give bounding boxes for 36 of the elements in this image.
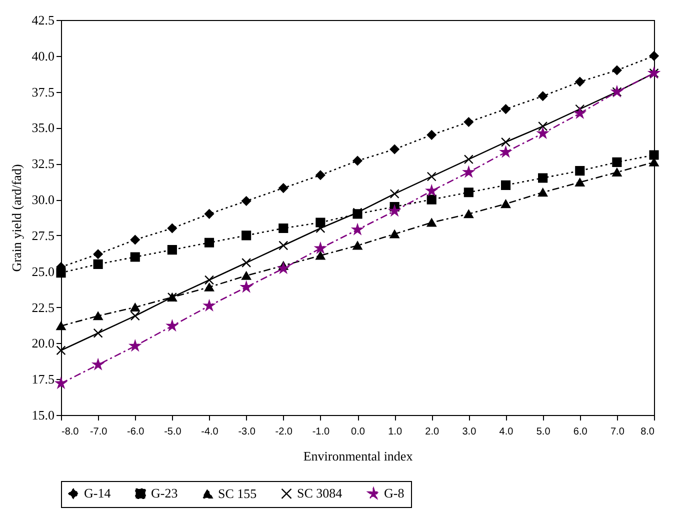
x-tick-label: 4.0 xyxy=(499,426,514,438)
x-tick-label: -8.0 xyxy=(62,426,80,438)
x-tick-label: 6.0 xyxy=(573,426,588,438)
y-tick-label: 40.0 xyxy=(32,48,54,64)
x-tick-label: -2.0 xyxy=(275,426,293,438)
y-tick-label: 22.5 xyxy=(32,300,54,315)
y-tick-label: 15.0 xyxy=(32,408,54,422)
x-tick-label: 3.0 xyxy=(462,426,477,438)
x-tick-label: 5.0 xyxy=(536,426,551,438)
legend-label: G-23 xyxy=(151,486,178,501)
y-tick-label: 20.0 xyxy=(32,336,54,351)
x-tick-label: -5.0 xyxy=(164,426,182,438)
y-tick-label: 37.5 xyxy=(32,84,54,100)
x-tick-label: -3.0 xyxy=(238,426,256,438)
y-tick-label: 30.0 xyxy=(32,192,54,208)
x-tick-label: -7.0 xyxy=(90,426,108,438)
x-tick-label: -4.0 xyxy=(201,426,219,438)
y-tick-label: 35.0 xyxy=(32,120,54,136)
x-tick-label: 8.0 xyxy=(640,426,655,438)
x-tick-label: 1.0 xyxy=(388,426,402,438)
y-tick-label: 25.0 xyxy=(32,264,54,279)
legend-label: G-8 xyxy=(384,486,404,501)
y-tick-label: 17.5 xyxy=(32,372,54,387)
x-tick-label: 7.0 xyxy=(610,426,625,438)
legend-label: SC 3084 xyxy=(297,486,343,501)
y-axis-title: Grain yield (ard/fad) xyxy=(8,164,24,272)
legend-label: G-14 xyxy=(84,486,112,501)
y-tick-label: 27.5 xyxy=(32,228,54,243)
x-tick-label: -6.0 xyxy=(127,426,145,438)
x-tick-label: -1.0 xyxy=(312,426,330,438)
y-tick-label: 32.5 xyxy=(32,156,54,172)
x-axis-title: Environmental index xyxy=(303,448,414,464)
x-tick-label: 2.0 xyxy=(425,426,440,438)
legend-label: SC 155 xyxy=(218,486,257,501)
y-tick-label: 42.5 xyxy=(32,12,54,28)
x-tick-label: 0.0 xyxy=(351,426,366,438)
